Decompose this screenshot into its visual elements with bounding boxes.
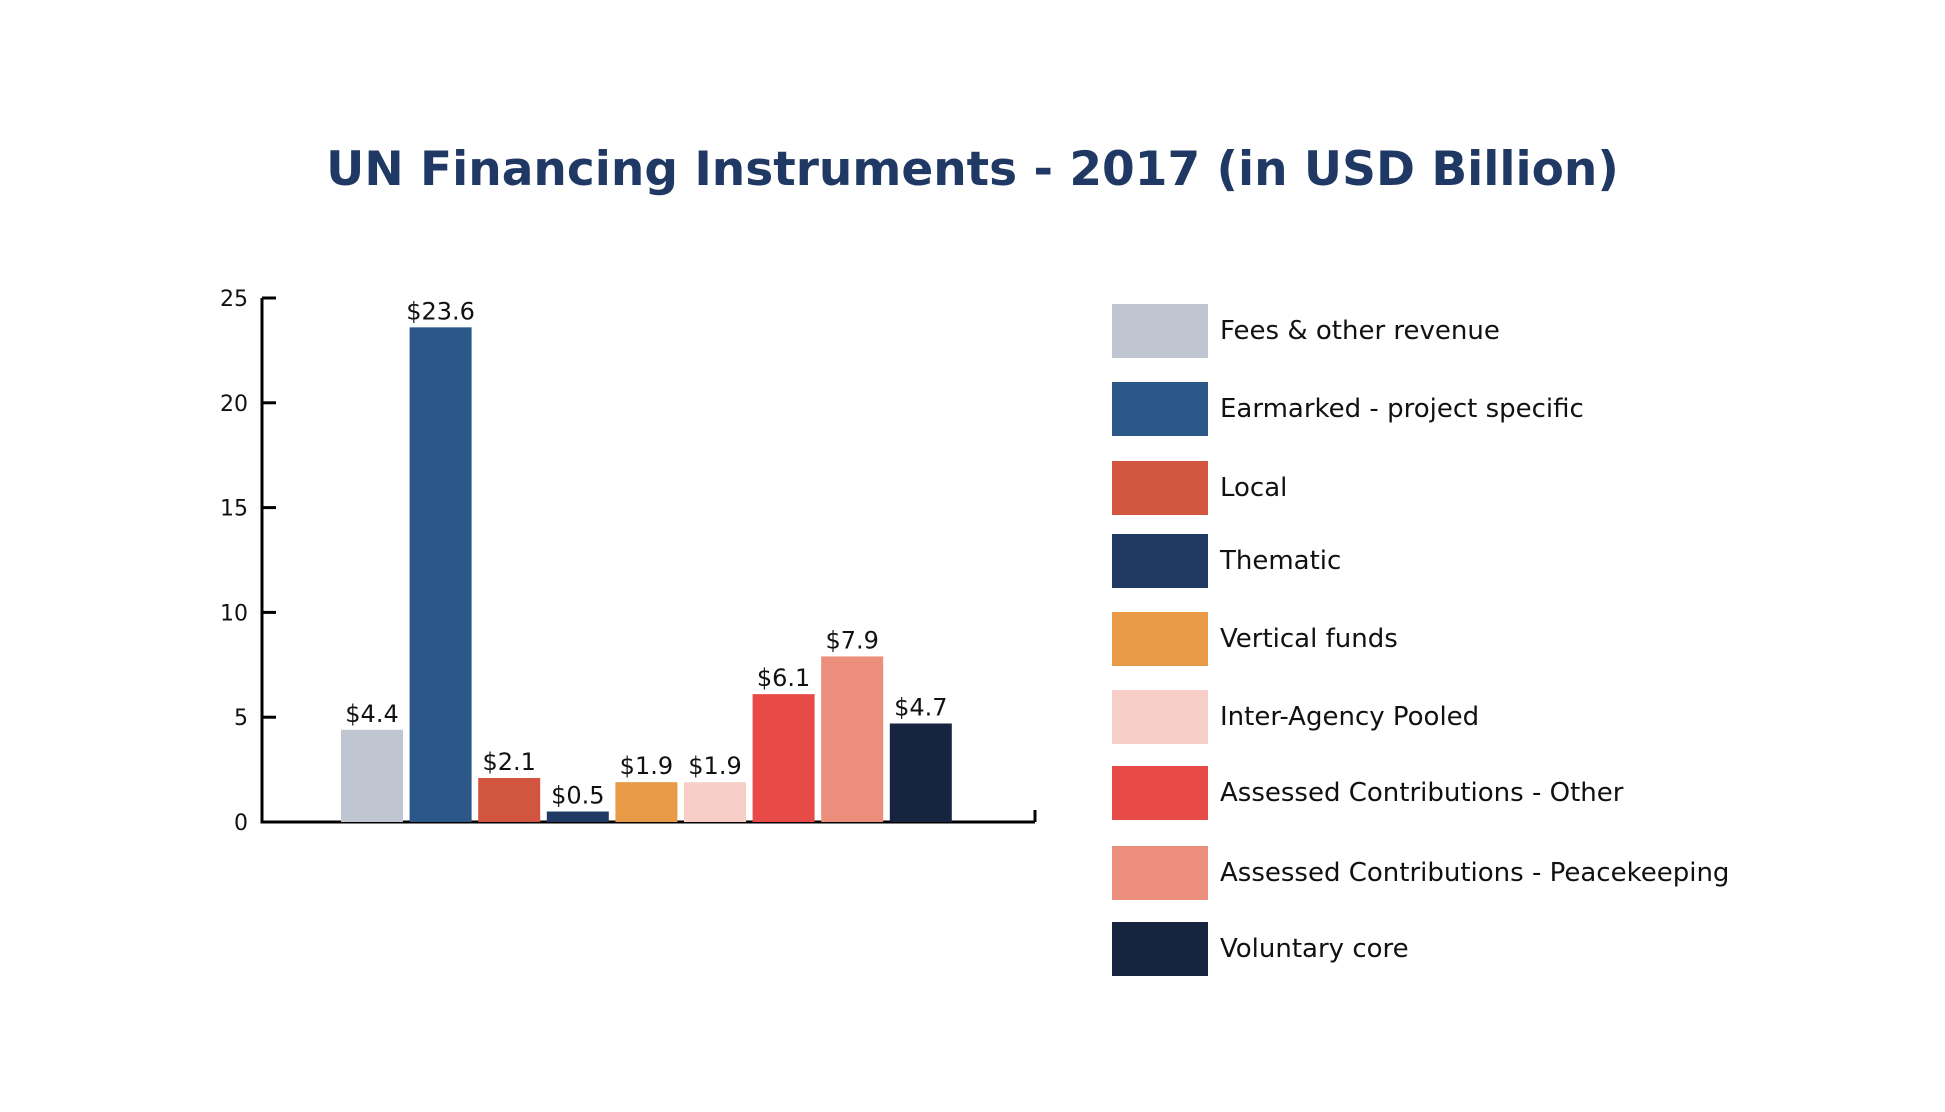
y-tick-label: 5 — [234, 706, 248, 731]
legend-swatch — [1112, 461, 1208, 515]
legend-label: Fees & other revenue — [1220, 316, 1500, 346]
legend-label: Assessed Contributions - Other — [1220, 778, 1624, 808]
bar — [752, 694, 815, 822]
legend-swatch — [1112, 382, 1208, 436]
legend-label: Thematic — [1220, 546, 1342, 576]
legend-swatch — [1112, 922, 1208, 976]
y-tick-label: 20 — [220, 392, 248, 417]
bar — [889, 723, 952, 822]
legend-item: Thematic — [1112, 534, 1341, 588]
legend-item: Vertical funds — [1112, 612, 1398, 666]
legend-swatch — [1112, 690, 1208, 744]
legend-item: Inter-Agency Pooled — [1112, 690, 1479, 744]
legend-item: Fees & other revenue — [1112, 304, 1500, 358]
bar — [615, 782, 678, 822]
legend-swatch — [1112, 612, 1208, 666]
legend-label: Assessed Contributions - Peacekeeping — [1220, 858, 1730, 888]
y-tick-label: 25 — [220, 287, 248, 312]
bar-chart-plot: 0 5 10 15 20 25 $4.4 $23.6 $2.1 $0.5 $1.9 $1.9 $6.1… — [220, 287, 1037, 836]
bar-data-label: $4.4 — [345, 700, 398, 728]
bar-data-label: $1.9 — [688, 752, 741, 780]
legend-swatch — [1112, 534, 1208, 588]
legend-label: Inter-Agency Pooled — [1220, 702, 1480, 732]
legend-swatch — [1112, 766, 1208, 820]
legend-item: Local — [1112, 461, 1287, 515]
legend-swatch — [1112, 846, 1208, 900]
legend-label: Vertical funds — [1220, 624, 1398, 654]
legend-label: Voluntary core — [1220, 934, 1409, 964]
legend-swatch — [1112, 304, 1208, 358]
legend-label: Local — [1220, 473, 1288, 503]
bar-data-label: $0.5 — [551, 782, 604, 810]
y-axis-ticks: 0 5 10 15 20 25 — [220, 287, 276, 836]
legend-item: Earmarked - project specific — [1112, 382, 1584, 436]
bar — [684, 782, 746, 822]
legend-item: Voluntary core — [1112, 922, 1409, 976]
bar — [478, 777, 541, 822]
bar-data-label: $23.6 — [406, 297, 475, 325]
y-tick-label: 10 — [220, 601, 248, 626]
chart-title: UN Financing Instruments - 2017 (in USD … — [326, 142, 1619, 197]
bar — [341, 729, 403, 822]
bar-series — [341, 327, 952, 822]
y-tick-label: 15 — [220, 497, 248, 522]
bar-data-label: $6.1 — [757, 664, 810, 692]
bar — [409, 327, 472, 822]
bar-data-label: $7.9 — [825, 626, 878, 654]
bar — [821, 656, 884, 822]
bar — [546, 811, 609, 822]
y-tick-label: 0 — [234, 811, 248, 836]
legend: Fees & other revenue Earmarked - project … — [1112, 0, 1912, 1112]
bar-data-label: $4.7 — [894, 693, 947, 721]
bar-data-label: $1.9 — [620, 752, 673, 780]
legend-item: Assessed Contributions - Peacekeeping — [1112, 846, 1729, 900]
legend-label: Earmarked - project specific — [1220, 394, 1584, 424]
data-labels: $4.4 $23.6 $2.1 $0.5 $1.9 $1.9 $6.1 $7.9 $4.7 — [345, 297, 947, 809]
legend-item: Assessed Contributions - Other — [1112, 766, 1623, 820]
bar-data-label: $2.1 — [482, 748, 535, 776]
